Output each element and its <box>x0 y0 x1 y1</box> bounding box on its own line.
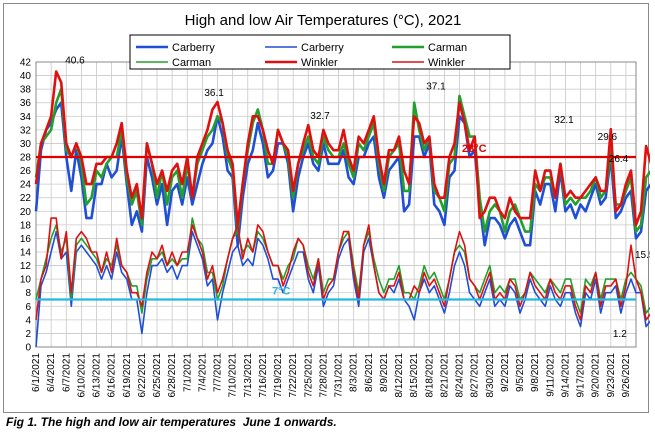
legend-label: Winkler <box>428 57 465 69</box>
x-tick-label: 8/15/2021 <box>409 353 420 398</box>
legend-label: Carman <box>428 42 467 54</box>
x-tick-label: 9/8/2021 <box>530 353 541 392</box>
y-tick-label: 42 <box>20 58 32 69</box>
data-annotation: 36.1 <box>204 88 224 99</box>
x-tick-label: 9/5/2021 <box>515 353 526 392</box>
y-tick-label: 40 <box>20 71 32 82</box>
x-tick-label: 8/18/2021 <box>424 353 435 398</box>
line-chart: 0246810121416182022242628303234363840426… <box>20 12 650 398</box>
x-tick-label: 8/21/2021 <box>439 353 450 398</box>
data-annotation: 29.6 <box>598 132 618 143</box>
y-tick-label: 14 <box>20 248 32 259</box>
x-tick-label: 7/22/2021 <box>288 353 299 398</box>
series-line-winkler-high <box>34 70 650 227</box>
x-tick-label: 7/16/2021 <box>258 353 269 398</box>
y-tick-label: 28 <box>20 153 32 164</box>
x-tick-label: 7/28/2021 <box>318 353 329 398</box>
x-tick-label: 6/13/2021 <box>92 353 103 398</box>
legend-label: Winkler <box>301 57 338 69</box>
x-tick-label: 9/2/2021 <box>500 353 511 392</box>
y-tick-label: 26 <box>20 166 32 177</box>
x-tick-label: 8/3/2021 <box>349 353 360 392</box>
x-tick-label: 6/28/2021 <box>167 353 178 398</box>
y-tick-label: 38 <box>20 85 32 96</box>
x-tick-label: 8/27/2021 <box>470 353 481 398</box>
x-tick-label: 8/6/2021 <box>364 353 375 392</box>
reference-line-label: 7°C <box>272 286 291 298</box>
x-tick-label: 6/7/2021 <box>61 353 72 392</box>
x-tick-label: 6/19/2021 <box>122 353 133 398</box>
x-tick-label: 6/25/2021 <box>152 353 163 398</box>
y-tick-label: 0 <box>25 343 31 354</box>
x-tick-label: 7/25/2021 <box>303 353 314 398</box>
data-annotation: 1.2 <box>613 329 627 340</box>
data-annotation: 32.7 <box>310 111 330 122</box>
x-tick-label: 8/24/2021 <box>455 353 466 398</box>
legend-box <box>129 34 511 70</box>
legend-label: Carberry <box>301 42 344 54</box>
reference-line-label: 28°C <box>462 143 487 155</box>
series-line-winkler-low <box>35 217 650 321</box>
y-tick-label: 18 <box>20 220 32 231</box>
y-tick-label: 36 <box>20 98 32 109</box>
y-tick-label: 24 <box>20 180 32 191</box>
x-tick-label: 7/4/2021 <box>197 353 208 392</box>
y-tick-label: 22 <box>20 193 32 204</box>
series-line-carberry-low <box>35 230 650 348</box>
data-annotation: 40.6 <box>65 56 85 67</box>
data-annotation: 32.1 <box>554 115 574 126</box>
y-tick-label: 10 <box>20 275 32 286</box>
x-tick-label: 8/9/2021 <box>379 353 390 392</box>
x-tick-label: 8/30/2021 <box>485 353 496 398</box>
y-tick-label: 8 <box>25 288 31 299</box>
y-tick-label: 6 <box>25 302 31 313</box>
y-tick-label: 30 <box>20 139 32 150</box>
x-tick-label: 6/1/2021 <box>31 353 42 392</box>
y-tick-label: 34 <box>20 112 32 123</box>
legend-label: Carman <box>172 57 211 69</box>
figure-caption: Fig 1. The high and low air temperatures… <box>6 415 337 429</box>
data-annotation: 26.4 <box>609 154 629 165</box>
x-tick-label: 6/10/2021 <box>76 353 87 398</box>
x-tick-label: 6/22/2021 <box>137 353 148 398</box>
x-tick-label: 9/26/2021 <box>621 353 632 398</box>
x-tick-label: 8/12/2021 <box>394 353 405 398</box>
y-tick-label: 4 <box>25 315 31 326</box>
x-tick-label: 6/16/2021 <box>107 353 118 398</box>
x-tick-label: 7/1/2021 <box>182 353 193 392</box>
y-tick-label: 12 <box>20 261 32 272</box>
x-tick-label: 9/11/2021 <box>545 353 556 397</box>
x-tick-label: 7/7/2021 <box>213 353 224 392</box>
x-tick-label: 9/17/2021 <box>576 353 587 398</box>
y-tick-label: 2 <box>25 329 31 340</box>
x-tick-label: 7/13/2021 <box>243 353 254 398</box>
series-line-carman-high <box>34 87 650 233</box>
y-tick-label: 16 <box>20 234 32 245</box>
chart-container: 0 2 4 6 8 10 12 14 16 18 20 22 24 26 28 30 32 34 36 38 40 42 6… <box>3 3 650 413</box>
x-tick-label: 9/20/2021 <box>591 353 602 398</box>
x-tick-label: 9/23/2021 <box>606 353 617 398</box>
x-tick-label: 7/31/2021 <box>334 353 345 398</box>
x-tick-label: 6/4/2021 <box>46 353 57 392</box>
chart-title: High and low Air Temperatures (°C), 2021 <box>185 12 462 29</box>
data-annotation: 15.5 <box>635 250 650 261</box>
y-tick-label: 20 <box>20 207 32 218</box>
y-tick-label: 32 <box>20 125 32 136</box>
data-annotation: 37.1 <box>426 81 446 92</box>
x-tick-label: 7/19/2021 <box>273 353 284 398</box>
x-tick-label: 7/10/2021 <box>228 353 239 398</box>
x-tick-label: 9/14/2021 <box>560 353 571 398</box>
series-line-carman-low <box>35 217 650 314</box>
legend-label: Carberry <box>172 42 215 54</box>
